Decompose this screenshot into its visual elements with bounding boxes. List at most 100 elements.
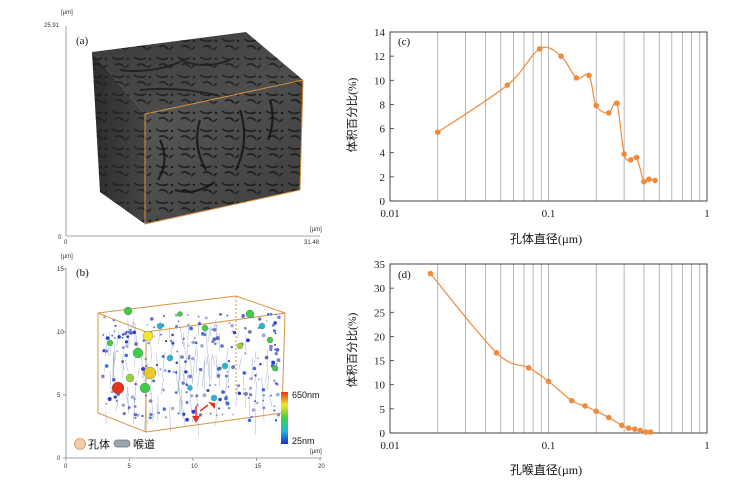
pore-node [262, 406, 266, 410]
c-y-tick-label: 10 [374, 75, 386, 87]
pore-node [211, 328, 214, 331]
throat-segment [109, 371, 112, 394]
pore-node-large [143, 366, 157, 380]
pore-node [252, 366, 257, 371]
d-data-point [593, 408, 600, 415]
c-x-tick-label: 0.1 [542, 208, 556, 220]
pore-node [261, 388, 266, 392]
legend-pore-label: 孔体 [88, 437, 110, 451]
c-y-tick-label: 4 [380, 148, 386, 160]
pore-node [113, 330, 116, 333]
pore-node [142, 339, 146, 342]
pore-node [150, 317, 154, 321]
pore-node [218, 397, 222, 402]
c-data-point [593, 102, 600, 109]
d-data-point [605, 414, 612, 421]
b-y-tick-label: 10 [57, 330, 64, 336]
pore-node [190, 394, 194, 398]
pore-node [127, 407, 130, 410]
pore-node [177, 320, 180, 323]
throat-segment [115, 401, 119, 412]
pore-node [191, 340, 196, 345]
b-x-tick-label: 5 [128, 464, 132, 470]
pore-node [147, 342, 150, 345]
pore-node [172, 370, 176, 374]
throat-segment [144, 408, 147, 431]
pore-node [203, 333, 207, 337]
pore-node [208, 384, 211, 387]
pore-node [155, 363, 159, 367]
throat-segment [212, 355, 216, 366]
pore-node [275, 363, 278, 365]
pore-node [242, 371, 247, 375]
throat-segment [215, 400, 218, 426]
b-x-unit: [µm] [310, 449, 322, 455]
c-data-point [641, 178, 647, 185]
ct-cube [92, 32, 304, 225]
pore-node [133, 404, 137, 408]
pore-node-large [266, 336, 274, 344]
pore-node [230, 323, 234, 328]
d-x-tick-label: 1 [704, 440, 710, 452]
c-data-point [646, 176, 652, 183]
d-data-point [545, 378, 552, 385]
d-x-tick-label: 0.1 [542, 440, 556, 452]
b-y-ticks: 0 5 10 15 [57, 267, 66, 462]
throat-segment [105, 410, 107, 424]
pore-node [244, 327, 247, 330]
pore-node-large [132, 347, 144, 359]
pore-node [215, 414, 218, 417]
throat-segment [168, 405, 172, 433]
b-y-unit: [µm] [61, 254, 73, 260]
pore-node [129, 331, 133, 335]
throat-segment [237, 330, 240, 340]
colorbar [281, 392, 288, 444]
pore-node [162, 407, 167, 411]
pore-node [113, 395, 117, 399]
c-data-point [434, 129, 441, 135]
d-plot-frame [389, 263, 708, 434]
pore-node [220, 344, 224, 348]
throat-segment [116, 331, 120, 347]
pore-node [262, 394, 265, 397]
a-x-zero: 0 [64, 240, 68, 246]
pore-node [174, 391, 178, 394]
pore-node [161, 355, 165, 358]
throat-segment [267, 375, 269, 391]
pore-node-large [236, 342, 244, 350]
pore-node-large [221, 362, 229, 370]
pore-node [175, 313, 178, 317]
panel-a-ct-volume: [µm] 25.91 0 0 [µm] 31.48 (a) [44, 10, 322, 246]
d-data-point [582, 403, 588, 409]
pore-node [254, 374, 257, 377]
a-x-unit: [µm] [310, 227, 322, 233]
throat-segment [150, 390, 154, 419]
throat-segment [195, 349, 199, 373]
pore-node [225, 401, 228, 404]
c-data-point [558, 53, 564, 59]
pore-node [111, 378, 116, 382]
pore-node [275, 347, 280, 352]
throat-segment [244, 334, 247, 352]
b-y-tick-label: 0 [57, 456, 61, 462]
throat-segment [203, 357, 206, 381]
pore-node [274, 419, 278, 422]
pore-node [129, 328, 132, 332]
throat-segment [178, 381, 182, 408]
a-panel-label: (a) [76, 35, 89, 47]
b-panel-label: (b) [76, 267, 89, 279]
pore-node [242, 387, 245, 390]
a-y-top: 25.91 [44, 23, 60, 29]
pore-node [111, 334, 114, 337]
pore-node [197, 315, 200, 318]
pore-node [117, 335, 121, 339]
pore-node [244, 352, 247, 355]
pore-node [270, 394, 273, 397]
pore-node [182, 412, 186, 416]
c-panel-label: (c) [398, 36, 411, 48]
pore-node [161, 388, 165, 392]
c-data-point [605, 110, 612, 116]
pore-node [171, 333, 174, 337]
pore-node-large [156, 322, 164, 330]
throat-segment [113, 351, 117, 366]
